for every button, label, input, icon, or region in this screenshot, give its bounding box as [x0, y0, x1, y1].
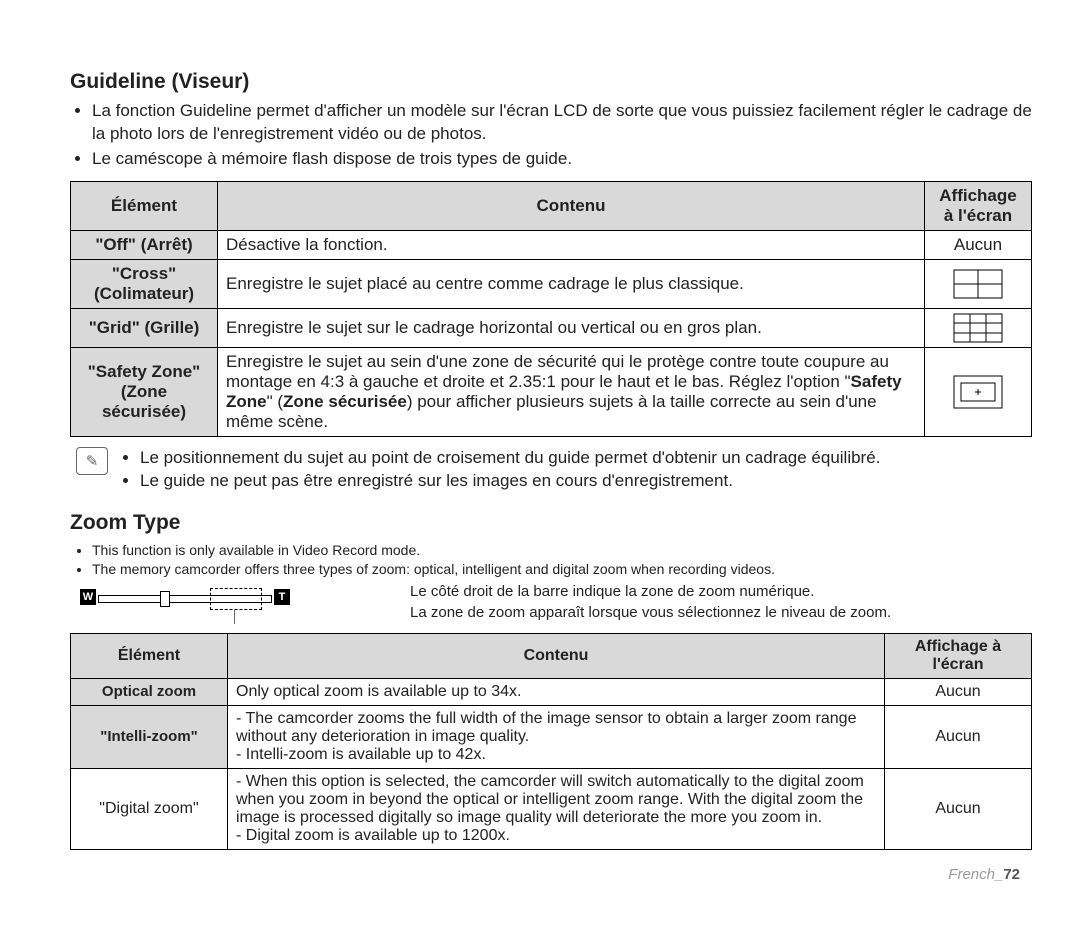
table-row: Optical zoom Only optical zoom is availa…	[71, 678, 1032, 705]
cell-content: Enregistre le sujet au sein d'une zone d…	[218, 347, 925, 436]
table-header-row: Élément Contenu Affichage à l'écran	[71, 633, 1032, 678]
footer-text: French_	[948, 866, 1003, 883]
th-display: Affichage à l'écran	[885, 633, 1032, 678]
note-list: Le positionnement du sujet au point de c…	[118, 447, 880, 493]
s1-bullet: Le caméscope à mémoire flash dispose de …	[92, 148, 1032, 171]
zoom-bar: W T	[80, 586, 290, 612]
zoom-callout-line	[234, 610, 235, 624]
s2-bullet: This function is only available in Video…	[92, 541, 1032, 560]
section1-bullets: La fonction Guideline permet d'afficher …	[70, 100, 1032, 171]
cross-icon	[925, 259, 1032, 308]
section2-bullets: This function is only available in Video…	[70, 541, 1032, 579]
manual-page: Guideline (Viseur) La fonction Guideline…	[0, 0, 1080, 933]
cell-display: Aucun	[885, 705, 1032, 768]
table-row: "Digital zoom" - When this option is sel…	[71, 768, 1032, 849]
zoom-description: Le côté droit de la barre indique la zon…	[290, 582, 891, 623]
cell-icon: Aucun	[925, 230, 1032, 259]
th-element: Élément	[71, 633, 228, 678]
safety-zone-icon	[925, 347, 1032, 436]
note-item: Le positionnement du sujet au point de c…	[140, 447, 880, 470]
cell-content: Enregistre le sujet sur le cadrage horiz…	[218, 308, 925, 347]
th-content: Contenu	[218, 181, 925, 230]
th-display: Affichage à l'écran	[925, 181, 1032, 230]
cell-element: "Safety Zone" (Zone sécurisée)	[71, 347, 218, 436]
page-footer: French_72	[948, 866, 1020, 883]
zoom-knob	[160, 591, 170, 607]
cell-content: Only optical zoom is available up to 34x…	[228, 678, 885, 705]
s1-bullet: La fonction Guideline permet d'afficher …	[92, 100, 1032, 146]
zoom-t-label: T	[274, 589, 290, 605]
table-row: "Grid" (Grille) Enregistre le sujet sur …	[71, 308, 1032, 347]
cell-element: "Cross" (Colimateur)	[71, 259, 218, 308]
zoom-desc-line: La zone de zoom apparaît lorsque vous sé…	[410, 603, 891, 623]
cell-content: - When this option is selected, the camc…	[228, 768, 885, 849]
cell-element: "Off" (Arrêt)	[71, 230, 218, 259]
table-row: "Safety Zone" (Zone sécurisée) Enregistr…	[71, 347, 1032, 436]
cell-element: "Intelli-zoom"	[71, 705, 228, 768]
zoom-table: Élément Contenu Affichage à l'écran Opti…	[70, 633, 1032, 850]
cell-content: Désactive la fonction.	[218, 230, 925, 259]
th-content: Contenu	[228, 633, 885, 678]
zoom-bar-diagram: W T Le côté droit de la barre indique la…	[80, 586, 1032, 623]
cell-element: "Grid" (Grille)	[71, 308, 218, 347]
table-row: "Off" (Arrêt) Désactive la fonction. Auc…	[71, 230, 1032, 259]
table-row: "Cross" (Colimateur) Enregistre le sujet…	[71, 259, 1032, 308]
guideline-table: Élément Contenu Affichage à l'écran "Off…	[70, 181, 1032, 437]
cell-content: - The camcorder zooms the full width of …	[228, 705, 885, 768]
cell-element: Optical zoom	[71, 678, 228, 705]
section2-title: Zoom Type	[70, 511, 1032, 535]
footer-page: 72	[1003, 866, 1020, 883]
cell-display: Aucun	[885, 678, 1032, 705]
th-element: Élément	[71, 181, 218, 230]
cell-content: Enregistre le sujet placé au centre comm…	[218, 259, 925, 308]
note-block: ✎ Le positionnement du sujet au point de…	[76, 447, 1032, 493]
cell-display: Aucun	[885, 768, 1032, 849]
cell-element: "Digital zoom"	[71, 768, 228, 849]
zoom-w-label: W	[80, 589, 96, 605]
grid-icon	[925, 308, 1032, 347]
section1-title: Guideline (Viseur)	[70, 70, 1032, 94]
note-icon: ✎	[76, 447, 108, 475]
table-header-row: Élément Contenu Affichage à l'écran	[71, 181, 1032, 230]
note-item: Le guide ne peut pas être enregistré sur…	[140, 470, 880, 493]
zoom-digital-zone	[210, 588, 262, 610]
s2-bullet: The memory camcorder offers three types …	[92, 560, 1032, 579]
table-row: "Intelli-zoom" - The camcorder zooms the…	[71, 705, 1032, 768]
zoom-desc-line: Le côté droit de la barre indique la zon…	[410, 582, 891, 602]
